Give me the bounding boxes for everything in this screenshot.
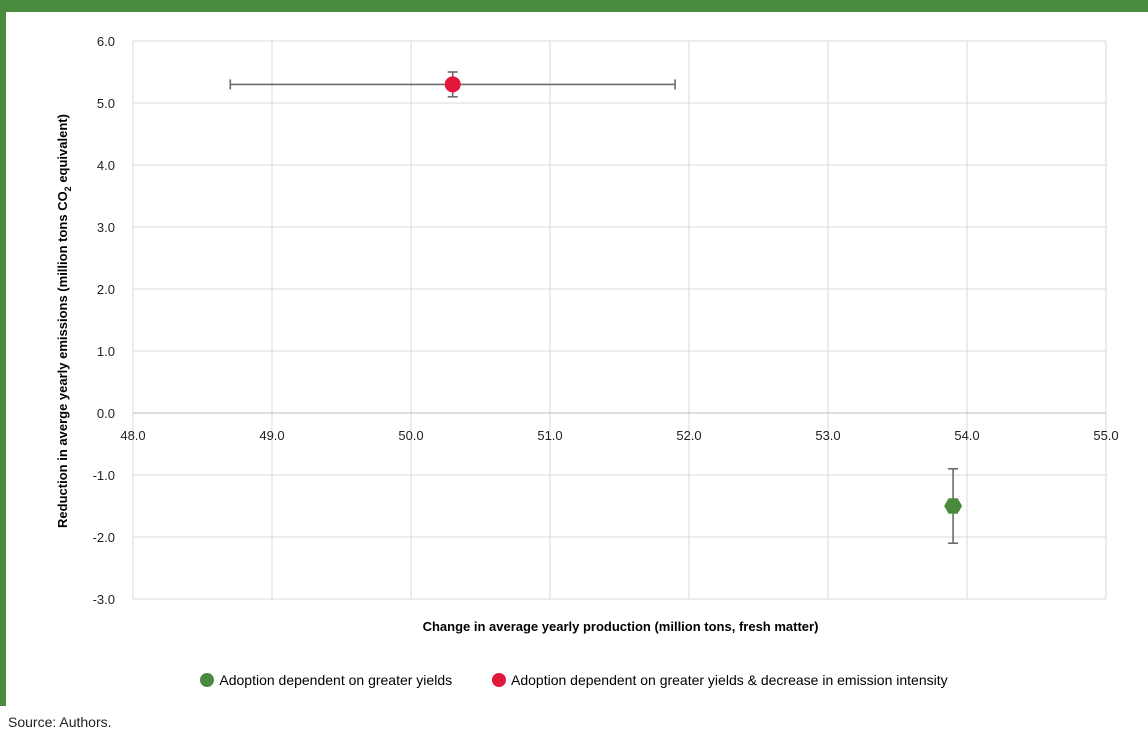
header-bar: [0, 0, 1148, 12]
data-point-s1-p0: [444, 76, 461, 93]
x-tick-label-6: 54.0: [954, 428, 979, 443]
y-tick-label-7: -1.0: [93, 468, 115, 483]
y-axis-title: Reduction in averge yearly emissions (mi…: [55, 114, 73, 528]
y-tick-label-2: 4.0: [97, 158, 115, 173]
legend-green-marker-icon: [200, 673, 215, 687]
x-tick-label-0: 48.0: [120, 428, 145, 443]
legend-item-greater-yields: Adoption dependent on greater yields: [200, 672, 452, 688]
y-tick-label-9: -3.0: [93, 592, 115, 607]
source-note: Source: Authors.: [8, 714, 112, 730]
x-tick-label-2: 50.0: [398, 428, 423, 443]
x-tick-label-1: 49.0: [259, 428, 284, 443]
legend-label-yields-and-intensity: Adoption dependent on greater yields & d…: [511, 672, 948, 688]
y-tick-label-5: 1.0: [97, 344, 115, 359]
legend-label-greater-yields: Adoption dependent on greater yields: [219, 672, 453, 688]
x-tick-label-4: 52.0: [676, 428, 701, 443]
y-tick-label-1: 5.0: [97, 96, 115, 111]
frame-left-border: [0, 0, 6, 706]
x-tick-label-7: 55.0: [1093, 428, 1118, 443]
y-tick-label-3: 3.0: [97, 220, 115, 235]
y-tick-label-6: 0.0: [97, 406, 115, 421]
y-tick-label-8: -2.0: [93, 530, 115, 545]
y-tick-label-0: 6.0: [97, 34, 115, 49]
x-axis-title: Change in average yearly production (mil…: [423, 619, 819, 634]
x-tick-label-5: 53.0: [815, 428, 840, 443]
legend-item-yields-and-intensity: Adoption dependent on greater yields & d…: [492, 672, 948, 688]
x-tick-label-3: 51.0: [537, 428, 562, 443]
y-tick-label-4: 2.0: [97, 282, 115, 297]
data-point-s0-p0: [944, 498, 963, 514]
legend-red-marker-icon: [492, 673, 506, 687]
scatter-chart: 48.0 49.0 50.0 51.0 52.0 53.0 54.0 55.0 6.0 5.0 4.…: [55, 34, 1119, 634]
legend: Adoption dependent on greater yields Ado…: [0, 672, 1148, 690]
